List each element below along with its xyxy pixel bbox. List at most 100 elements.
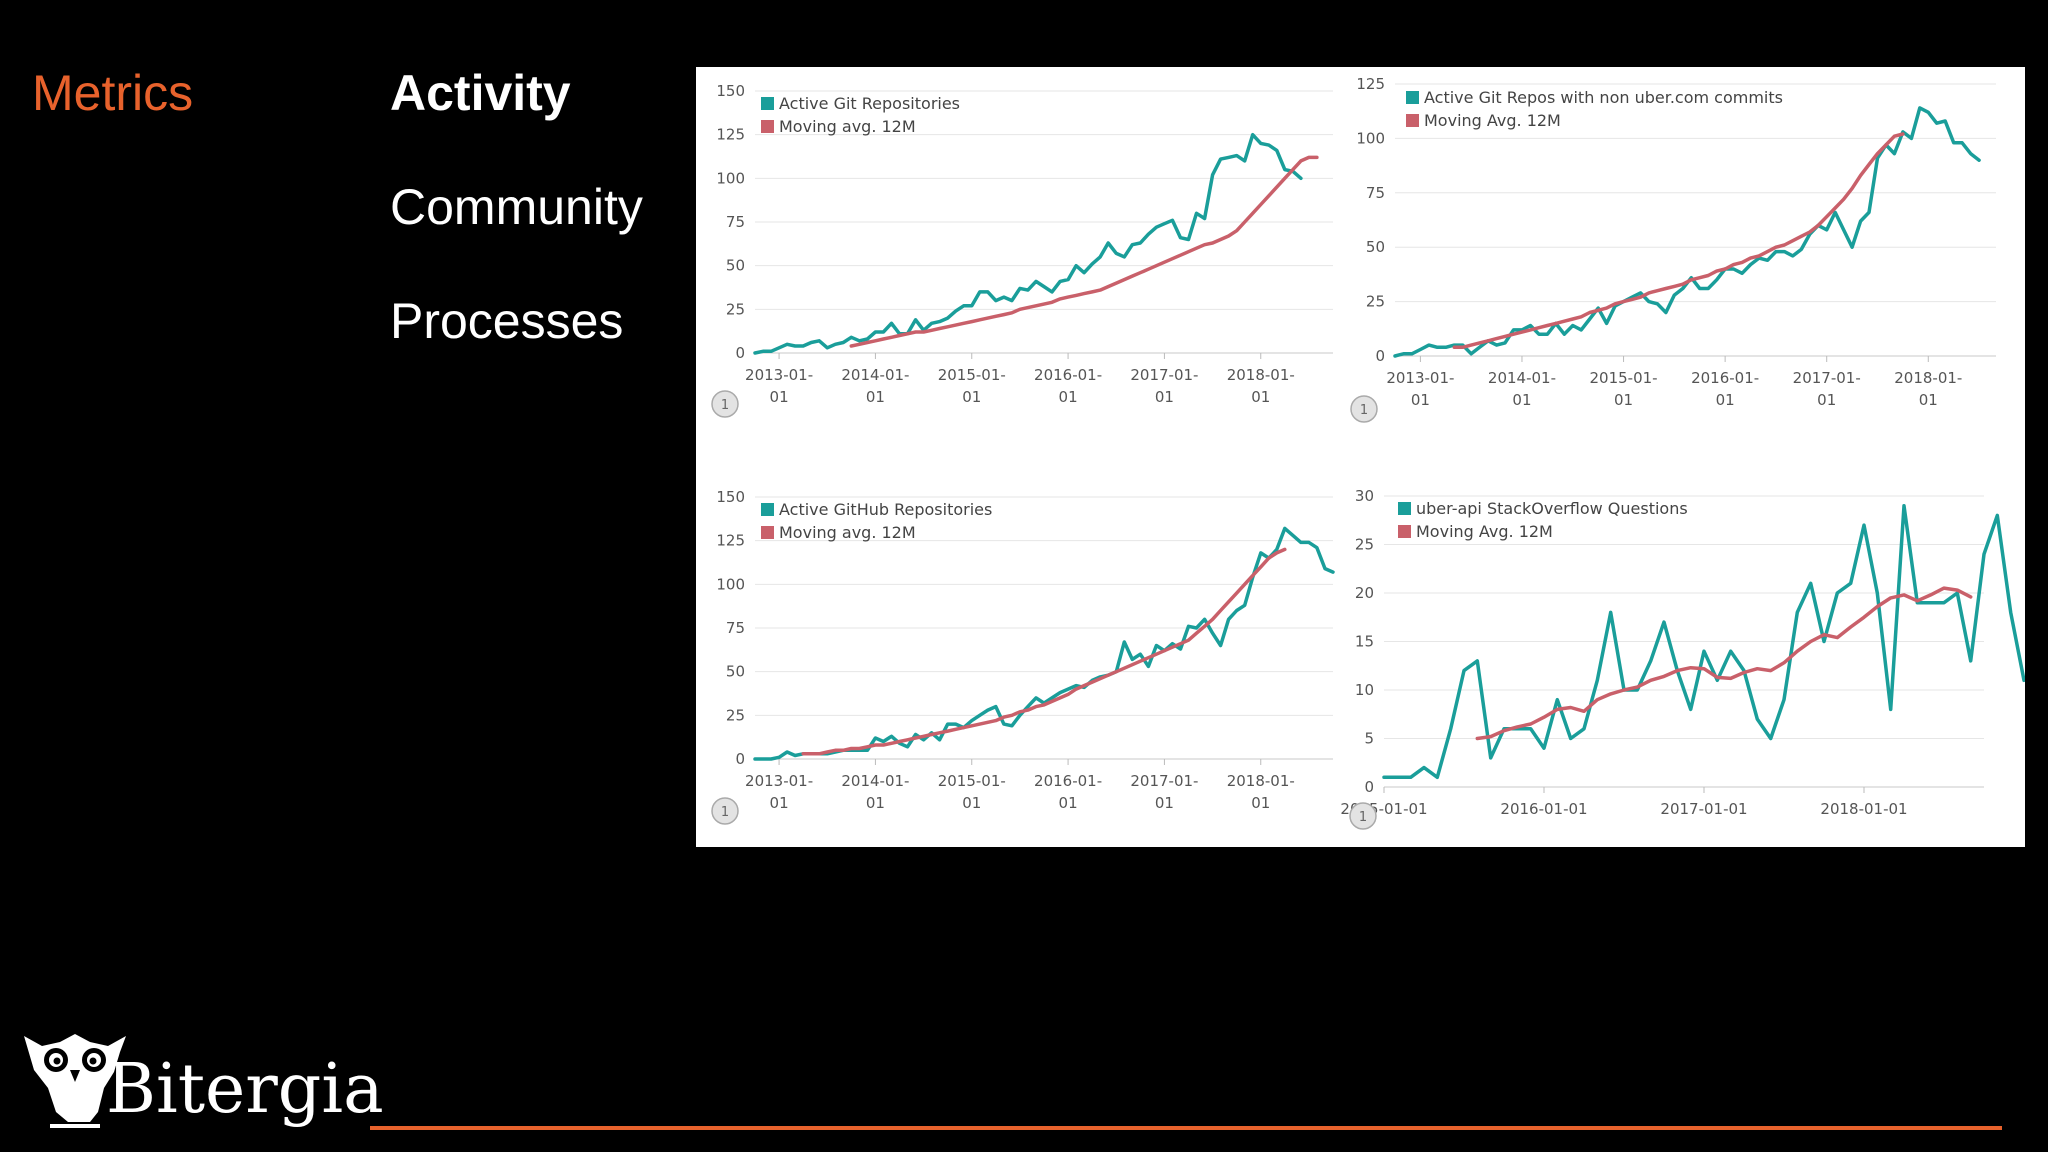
x-tick-label: 2017-01- [1793, 369, 1861, 387]
legend-label: Active Git Repos with non uber.com commi… [1424, 88, 1783, 107]
series-line-avg [801, 547, 1287, 756]
x-tick-label: 2017-01- [1130, 366, 1198, 384]
x-tick-label: 01 [1059, 388, 1078, 406]
info-badge [711, 797, 739, 825]
nav-item-community[interactable]: Community [390, 179, 643, 235]
info-badge-label: 1 [721, 805, 729, 820]
x-tick-label: 01 [1251, 388, 1270, 406]
legend-swatch [1398, 502, 1411, 515]
y-tick-label: 50 [726, 257, 745, 275]
legend-swatch [761, 97, 774, 110]
y-tick-label: 125 [716, 126, 745, 144]
chart-1: 0 25 50 75 100 125 150 2013-01- 01 2014-01- 01 2015… [711, 82, 1333, 418]
y-tick-label: 150 [716, 488, 745, 506]
x-tick-label: 2013-01- [745, 772, 813, 790]
y-tick-label: 5 [1364, 730, 1374, 748]
legend-swatch [761, 120, 774, 133]
info-badge [1350, 395, 1378, 423]
y-tick-label: 15 [1355, 633, 1374, 651]
x-tick-label: 01 [770, 388, 789, 406]
series-line-main [753, 526, 1335, 761]
x-tick-label: 01 [1614, 391, 1633, 409]
x-tick-label: 01 [1251, 794, 1270, 812]
nav-item-activity[interactable]: Activity [390, 65, 571, 121]
series-line-avg [849, 155, 1319, 348]
y-tick-label: 20 [1355, 584, 1374, 602]
chart-2: 0 25 50 75 100 125 2013-01- 01 2014-01- 01 2015-01… [1350, 75, 1996, 423]
x-tick-label: 2014-01- [841, 772, 909, 790]
charts-panel: 0 25 50 75 100 125 150 2013-01- 01 2014-01- 01 2015… [696, 67, 2025, 847]
series-line-avg [1452, 132, 1905, 350]
info-badge-label: 1 [721, 398, 729, 413]
y-tick-label: 0 [1375, 347, 1385, 365]
series-line-main [1393, 106, 1981, 358]
series-line-main [753, 132, 1303, 355]
x-tick-label: 01 [770, 794, 789, 812]
legend-label: uber-api StackOverflow Questions [1416, 499, 1688, 518]
info-badge-label: 1 [1360, 403, 1368, 418]
y-tick-label: 100 [1356, 129, 1385, 147]
y-tick-label: 125 [1356, 75, 1385, 93]
y-tick-label: 0 [1364, 778, 1374, 796]
y-tick-label: 75 [726, 619, 745, 637]
y-tick-label: 25 [726, 706, 745, 724]
x-tick-label: 2017-01- [1130, 772, 1198, 790]
x-tick-label: 2014-01- [1488, 369, 1556, 387]
x-tick-label: 01 [962, 388, 981, 406]
x-tick-label: 2016-01- [1691, 369, 1759, 387]
legend-swatch [761, 503, 774, 516]
y-tick-label: 25 [1355, 536, 1374, 554]
x-tick-label: 2016-01- [1034, 772, 1102, 790]
x-tick-label: 01 [1411, 391, 1430, 409]
x-tick-label: 01 [962, 794, 981, 812]
y-tick-label: 10 [1355, 681, 1374, 699]
x-tick-label: 01 [1155, 794, 1174, 812]
y-tick-label: 0 [735, 750, 745, 768]
x-tick-label: 01 [1155, 388, 1174, 406]
y-tick-label: 50 [726, 663, 745, 681]
x-tick-label: 2018-01-01 [1820, 800, 1907, 818]
y-tick-label: 100 [716, 575, 745, 593]
y-tick-label: 25 [1366, 293, 1385, 311]
legend-label: Moving Avg. 12M [1424, 111, 1561, 130]
series-line-avg [1475, 586, 1973, 741]
legend-label: Moving Avg. 12M [1416, 522, 1553, 541]
x-tick-label: 2017-01-01 [1660, 800, 1747, 818]
section-label: Metrics [32, 65, 194, 121]
x-tick-label: 2013-01- [1386, 369, 1454, 387]
brand-name: Bitergia [106, 1050, 384, 1129]
info-badge [1349, 802, 1377, 830]
legend-label: Active Git Repositories [779, 94, 960, 113]
y-tick-label: 150 [716, 82, 745, 100]
y-tick-label: 0 [735, 344, 745, 362]
legend-label: Active GitHub Repositories [779, 500, 992, 519]
x-tick-label: 2016-01- [1034, 366, 1102, 384]
y-tick-label: 75 [726, 213, 745, 231]
y-tick-label: 125 [716, 532, 745, 550]
x-tick-label: 01 [1716, 391, 1735, 409]
x-tick-label: 01 [1817, 391, 1836, 409]
y-tick-label: 25 [726, 300, 745, 318]
x-tick-label: 2016-01-01 [1500, 800, 1587, 818]
x-tick-label: 2015-01- [938, 772, 1006, 790]
x-tick-label: 01 [1919, 391, 1938, 409]
x-tick-label: 2015-01- [1590, 369, 1658, 387]
nav-item-processes[interactable]: Processes [390, 293, 624, 349]
owl-icon [24, 1034, 126, 1128]
x-tick-label: 01 [866, 388, 885, 406]
y-tick-label: 75 [1366, 184, 1385, 202]
legend-label: Moving avg. 12M [779, 117, 916, 136]
x-tick-label: 2014-01- [841, 366, 909, 384]
info-badge-label: 1 [1359, 810, 1367, 825]
x-tick-label: 2015-01- [938, 366, 1006, 384]
x-tick-label: 01 [1512, 391, 1531, 409]
x-tick-label: 01 [1059, 794, 1078, 812]
accent-underline [370, 1126, 2002, 1130]
legend-swatch [1406, 114, 1419, 127]
x-tick-label: 01 [866, 794, 885, 812]
y-tick-label: 100 [716, 169, 745, 187]
y-tick-label: 30 [1355, 487, 1374, 505]
x-tick-label: 2018-01- [1227, 772, 1295, 790]
chart-3: 0 25 50 75 100 125 150 2013-01- 01 2014-01- 01 2015… [711, 488, 1335, 825]
